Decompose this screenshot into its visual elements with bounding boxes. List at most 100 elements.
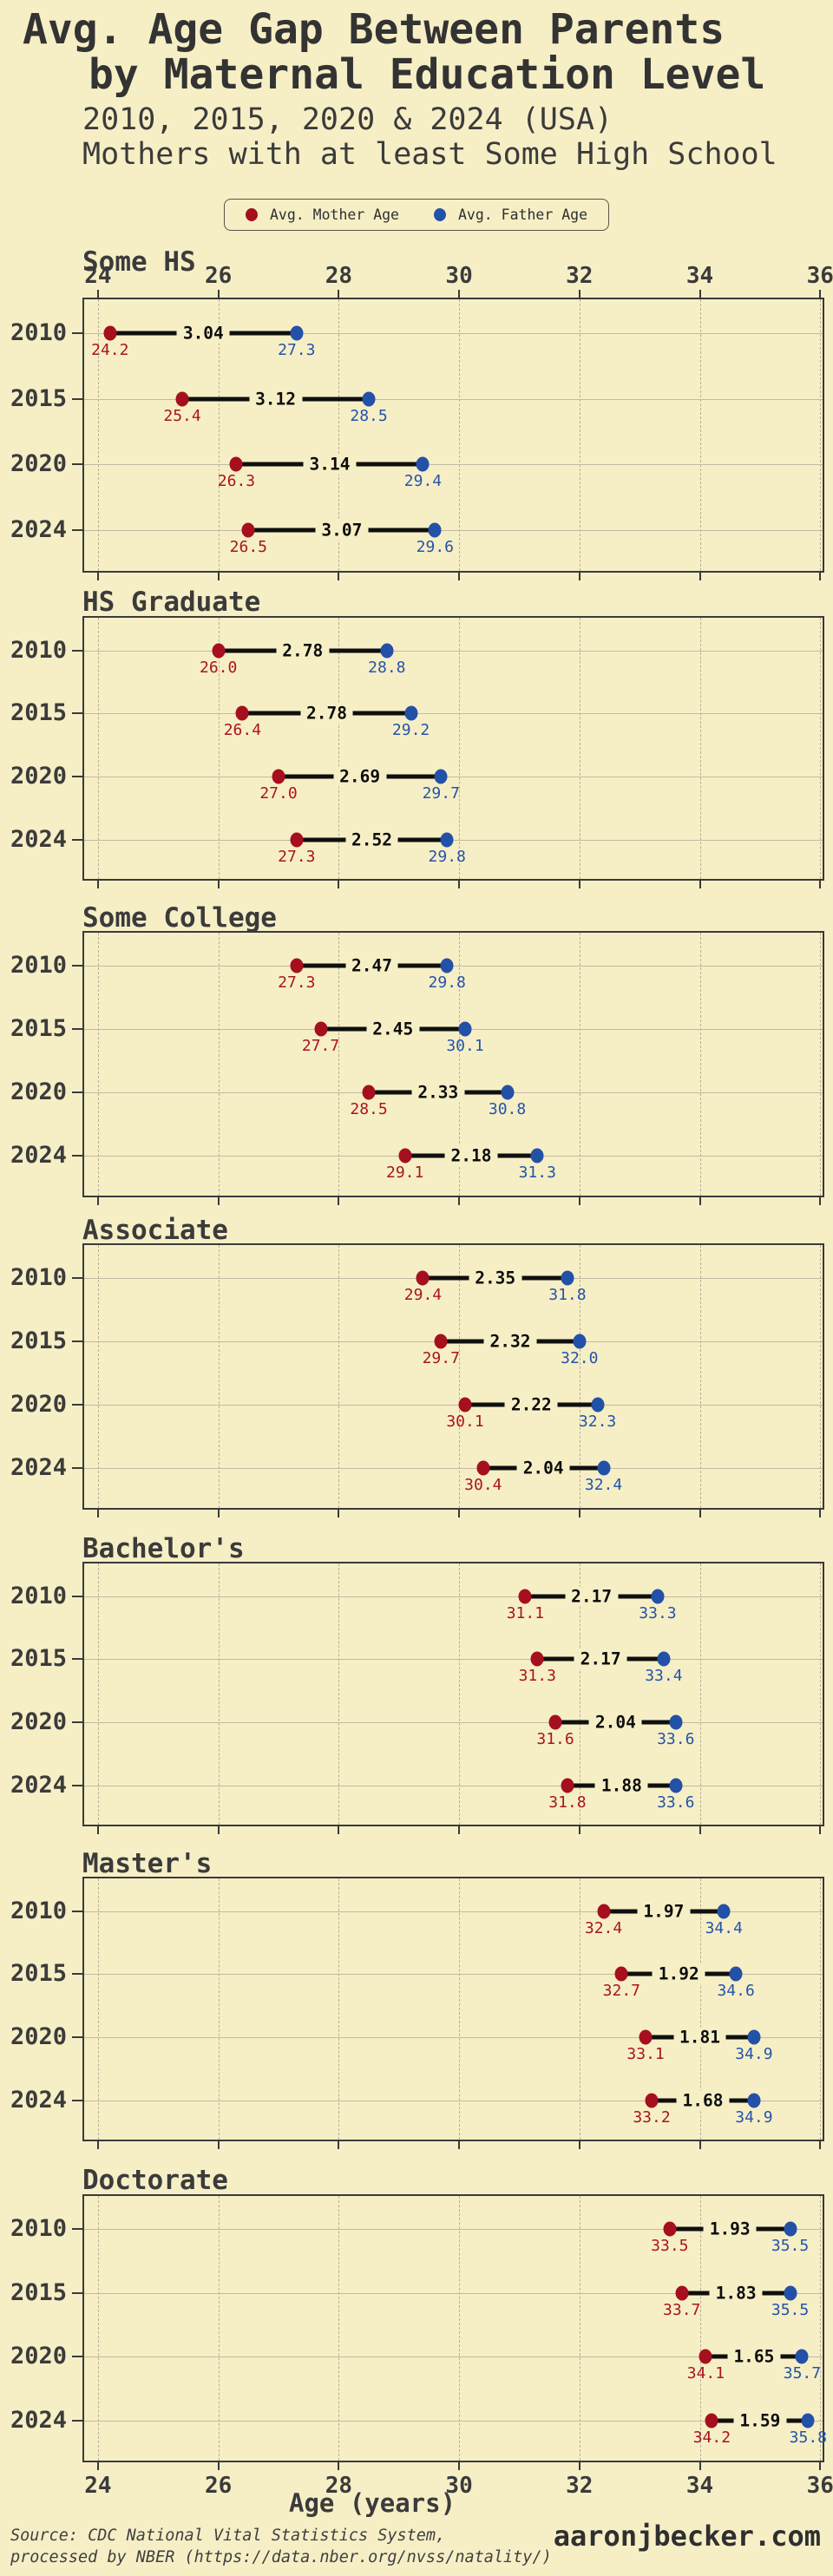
year-tick [72, 2036, 82, 2038]
gridline-vertical [459, 1878, 461, 2140]
axis-tick-label: 30 [445, 2473, 473, 2499]
axis-tick-label: 32 [566, 2473, 594, 2499]
axis-tick-bottom [338, 1826, 340, 1834]
gridline-horizontal [84, 398, 823, 400]
axis-tick-top [96, 290, 99, 298]
gap-label: 1.88 [594, 1775, 648, 1796]
gridline-vertical [97, 1878, 99, 2140]
year-tick [72, 2419, 82, 2422]
mother-dot [458, 1397, 472, 1413]
year-label: 2024 [10, 1771, 67, 1799]
father-dot [501, 1085, 515, 1100]
year-label: 2015 [10, 384, 67, 412]
axis-tick-bottom [338, 2141, 340, 2149]
axis-tick-bottom [217, 573, 220, 580]
gridline-vertical [338, 933, 340, 1196]
mother-dot [561, 1778, 574, 1793]
father-dot [669, 1714, 683, 1730]
year-label: 2024 [10, 2406, 67, 2434]
mother-dot [103, 325, 117, 341]
gridline-vertical [820, 2196, 822, 2461]
gap-label: 2.47 [345, 955, 398, 976]
axis-tick-label: 28 [325, 263, 353, 289]
gridline-vertical [459, 933, 461, 1196]
mother-legend-label: Avg. Mother Age [269, 206, 399, 223]
gridline-vertical [97, 299, 99, 571]
mother-value-label: 24.2 [91, 341, 129, 360]
chart-title-line2: by Maternal Education Level [89, 50, 766, 99]
gridline-vertical [218, 2196, 220, 2461]
year-label: 2015 [10, 699, 67, 727]
panel-title: Bachelor's [82, 1533, 245, 1564]
gap-label: 2.69 [333, 766, 387, 787]
year-tick [72, 1340, 82, 1342]
gridline-vertical [218, 1563, 220, 1825]
gridline-horizontal [84, 464, 823, 466]
gridline-horizontal [84, 2292, 823, 2294]
father-dot [380, 643, 394, 659]
mother-value-label: 34.2 [692, 2428, 731, 2447]
axis-tick-bottom [96, 1510, 99, 1517]
axis-tick-bottom [819, 2462, 822, 2470]
mother-value-label: 33.1 [626, 2045, 665, 2063]
axis-tick-bottom [699, 573, 701, 580]
gap-label: 1.93 [703, 2219, 757, 2239]
mother-value-label: 29.7 [422, 1348, 460, 1367]
father-value-label: 33.3 [639, 1603, 677, 1622]
gridline-vertical [338, 1878, 340, 2140]
gridline-vertical [97, 1245, 99, 1508]
mother-dot [675, 2285, 689, 2301]
mother-dot [212, 643, 226, 659]
axis-tick-bottom [819, 573, 822, 580]
panel-plot: 2010 1.97 32.4 34.4 2015 1.92 32.7 34.6 2020 1.81… [10, 1877, 824, 2149]
gridline-vertical [338, 1245, 340, 1508]
x-axis-label: Age (years) [289, 2488, 456, 2518]
father-dot [530, 1148, 544, 1163]
father-dot [290, 325, 304, 341]
axis-tick-bottom [819, 1510, 822, 1517]
father-dot [440, 832, 454, 848]
year-label: 2024 [10, 2086, 67, 2114]
mother-dot [241, 522, 255, 538]
gap-label: 1.68 [676, 2090, 730, 2111]
axis-tick-top [699, 290, 701, 298]
chart-title-line1: Avg. Age Gap Between Parents [23, 5, 725, 54]
mother-dot [548, 1714, 562, 1730]
father-value-label: 34.9 [735, 2107, 773, 2127]
axis-tick-label: 34 [685, 263, 714, 289]
panel-title: Associate [82, 1215, 228, 1246]
mother-value-label: 32.4 [584, 1918, 623, 1937]
year-label: 2020 [10, 2343, 67, 2370]
source-line1: Source: CDC National Vital Statistics Sy… [10, 2527, 446, 2545]
mother-value-label: 27.3 [278, 847, 316, 866]
year-tick [72, 1277, 82, 1280]
gridline-horizontal [84, 650, 823, 652]
father-dot [747, 2029, 761, 2045]
father-value-label: 29.8 [428, 847, 466, 866]
mother-value-label: 25.4 [163, 406, 201, 425]
axis-tick-bottom [217, 2141, 220, 2149]
father-value-label: 33.6 [657, 1793, 695, 1812]
axis-tick-label: 32 [566, 263, 594, 289]
gap-label: 2.33 [411, 1082, 465, 1103]
mother-dot [530, 1651, 544, 1667]
axis-tick-label: 28 [325, 2473, 353, 2499]
gridline-vertical [338, 1563, 340, 1825]
axis-tick-top [458, 290, 461, 298]
year-tick [72, 2099, 82, 2101]
gridline-vertical [218, 1245, 220, 1508]
mother-dot [362, 1085, 376, 1100]
mother-value-label: 29.1 [385, 1163, 424, 1183]
mother-value-label: 26.3 [217, 472, 256, 491]
gap-label: 3.07 [315, 520, 369, 541]
gridline-vertical [218, 1878, 220, 2140]
father-value-label: 34.9 [735, 2045, 773, 2063]
gridline-vertical [97, 1563, 99, 1825]
axis-tick-bottom [217, 2462, 220, 2470]
chart-subtitle-line1: 2010, 2015, 2020 & 2024 (USA) [82, 102, 613, 137]
mother-value-label: 33.7 [663, 2300, 701, 2319]
mother-value-label: 33.2 [633, 2107, 671, 2127]
gridline-horizontal [84, 529, 823, 531]
father-value-label: 31.3 [518, 1163, 556, 1183]
father-dot [784, 2221, 797, 2237]
